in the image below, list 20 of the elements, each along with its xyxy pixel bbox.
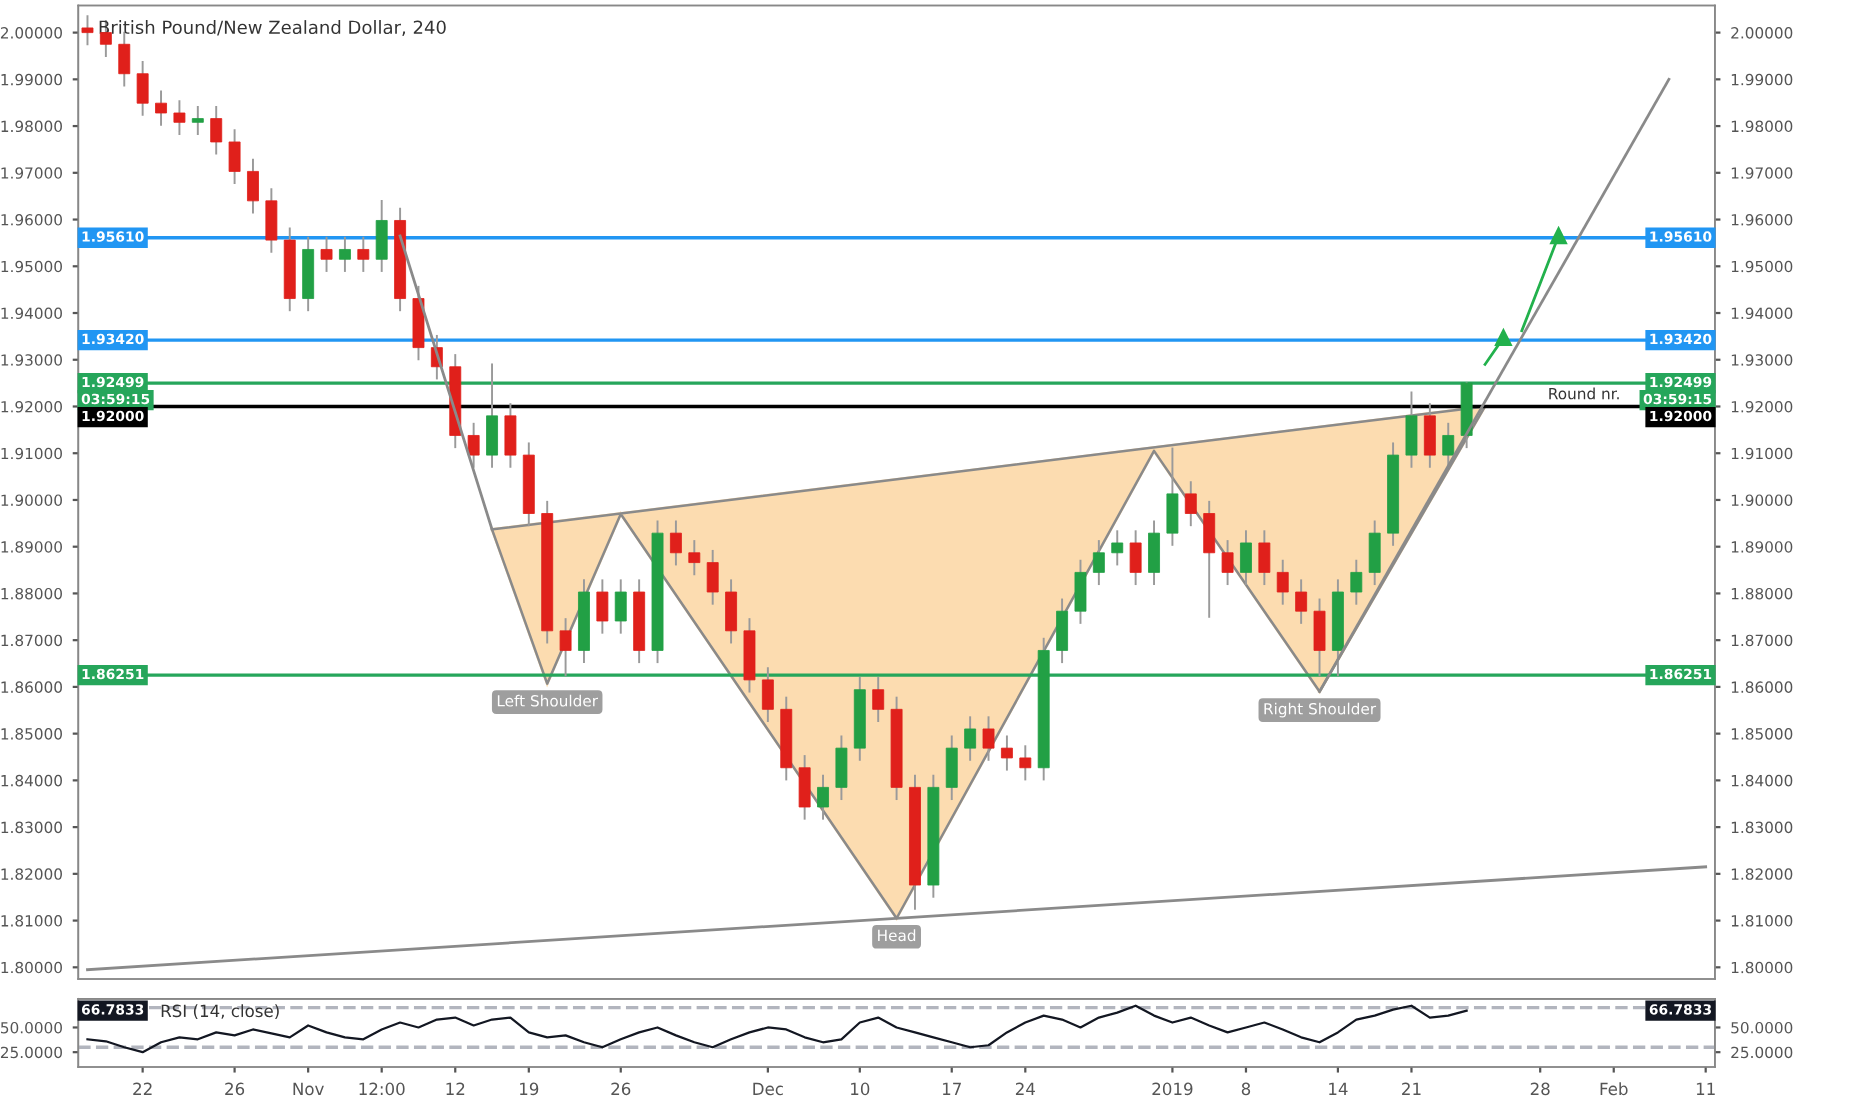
x-tick-label: Dec	[753, 1082, 783, 1096]
x-tick-label: 12:00	[359, 1082, 405, 1096]
x-tick-label: 8	[1241, 1082, 1251, 1096]
x-tick-label: Nov	[293, 1082, 324, 1096]
x-tick-label: 19	[520, 1082, 539, 1096]
x-tick-label: 26	[611, 1082, 631, 1096]
x-tick-label: 22	[133, 1082, 152, 1095]
chart-title: RSI (14, close)	[161, 1004, 279, 1020]
x-tick-label: 26	[225, 1082, 245, 1096]
x-tick-label: 14	[1329, 1082, 1348, 1095]
text: British Pound/New Zealand Dollar, 240	[99, 20, 446, 36]
x-tick-label: 24	[1015, 1082, 1035, 1095]
x-tick-label: Feb	[1600, 1082, 1628, 1096]
x-tick-label: 11	[1696, 1082, 1715, 1095]
x-tick-label: 10	[851, 1082, 870, 1096]
x-tick-label: 12	[446, 1082, 465, 1095]
x-tick-label: 21	[1402, 1082, 1421, 1095]
x-tick-label: 28	[1530, 1082, 1550, 1096]
x-tick-label: 17	[942, 1082, 961, 1095]
x-tick-label: 2019	[1152, 1082, 1193, 1096]
